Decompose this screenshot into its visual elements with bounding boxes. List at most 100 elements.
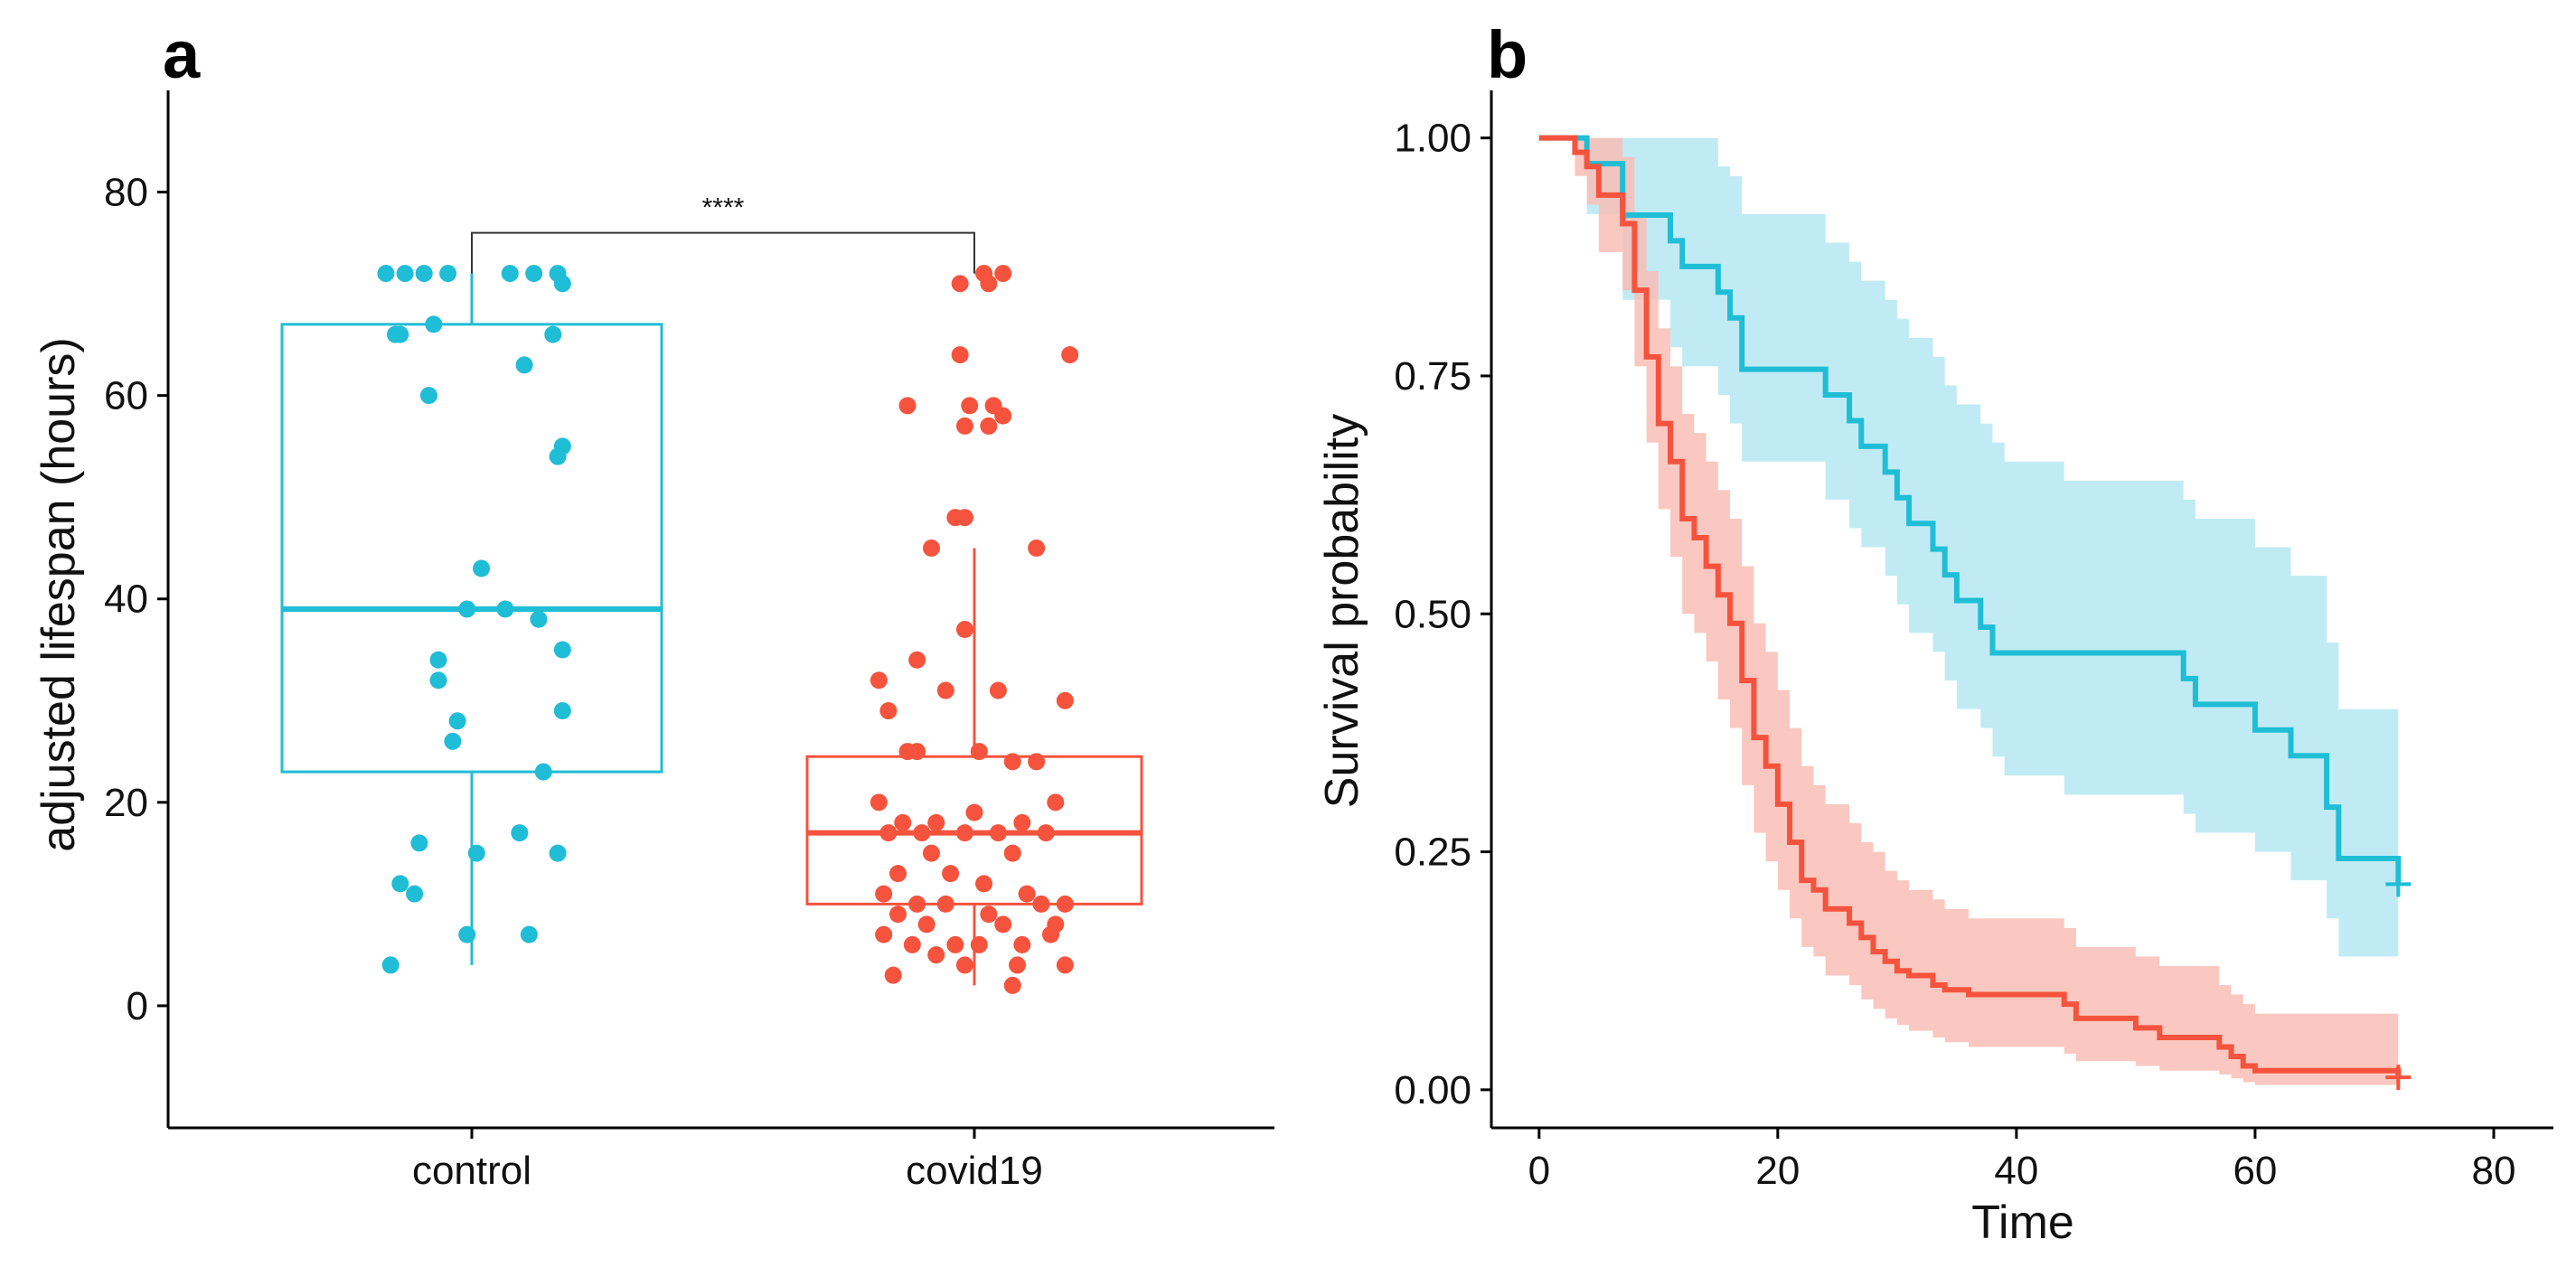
- data-point: [955, 956, 973, 974]
- data-point: [927, 813, 945, 831]
- y-tick-label: 0.50: [1394, 592, 1471, 636]
- y-tick-label: 0.75: [1394, 354, 1471, 399]
- data-point: [544, 325, 562, 343]
- x-tick-label: 60: [2233, 1149, 2277, 1193]
- data-point: [1042, 925, 1060, 943]
- data-point: [419, 387, 437, 405]
- data-point: [429, 651, 447, 669]
- data-point: [980, 417, 998, 435]
- data-point: [913, 824, 931, 842]
- panel-b-x-ticks: 0 20 40 60 80: [1528, 1128, 2516, 1193]
- data-point: [989, 824, 1007, 842]
- panel-a-y-ticks: 0 20 40 60 80: [104, 171, 168, 1028]
- data-point: [553, 641, 571, 659]
- data-point: [870, 793, 888, 812]
- data-point: [1056, 895, 1074, 913]
- y-tick-label: 60: [104, 374, 148, 418]
- data-point: [875, 925, 893, 943]
- data-point: [970, 935, 988, 953]
- censor-mark-control: [2385, 871, 2411, 897]
- data-point: [1037, 824, 1055, 842]
- significance-bracket-line: [471, 231, 975, 274]
- data-point: [922, 539, 940, 557]
- x-tick-label-control: control: [412, 1149, 531, 1193]
- data-point: [927, 946, 945, 964]
- data-point: [1003, 844, 1021, 862]
- data-point: [525, 265, 543, 283]
- panel-b-survival: b 0.00 0.25 0.50 0.75 1.00 0 20 40 60 80 Time Su…: [1316, 17, 2553, 1249]
- data-point: [396, 265, 414, 283]
- y-tick-label: 0: [127, 984, 148, 1028]
- x-tick-label: 40: [1994, 1149, 2038, 1193]
- data-point: [903, 935, 921, 953]
- data-point: [391, 875, 409, 893]
- data-point: [898, 397, 917, 415]
- data-point: [870, 671, 888, 690]
- x-tick-label: 0: [1528, 1149, 1550, 1193]
- significance-bracket: ****: [471, 193, 975, 274]
- data-point: [549, 844, 567, 862]
- data-point: [908, 651, 926, 669]
- data-point: [448, 712, 466, 730]
- data-point: [970, 743, 988, 761]
- panel-a-y-axis-title: adjusted lifespan (hours): [33, 337, 85, 851]
- data-point: [534, 763, 552, 781]
- data-point: [1013, 813, 1031, 831]
- data-point: [553, 275, 571, 293]
- significance-label: ****: [702, 193, 745, 223]
- confidence-band-covid19: [1538, 137, 2399, 1088]
- data-point: [989, 681, 1007, 699]
- panel-b-censor-marks: [2385, 871, 2411, 1091]
- data-point: [975, 875, 993, 893]
- data-point: [980, 906, 998, 924]
- panel-a-x-ticks: control covid19: [412, 1128, 1043, 1193]
- data-point: [1061, 346, 1079, 364]
- data-point: [946, 935, 964, 953]
- data-point: [942, 865, 960, 883]
- y-tick-label: 20: [104, 781, 148, 825]
- panel-a-label: a: [163, 17, 201, 92]
- data-point: [884, 966, 902, 984]
- panel-b-survival-lines: [1538, 135, 2402, 1078]
- data-point: [1013, 935, 1031, 953]
- data-point: [994, 265, 1012, 283]
- data-point: [955, 621, 973, 639]
- data-point: [391, 325, 409, 343]
- data-point: [936, 681, 954, 699]
- panel-a-points: [377, 265, 1079, 994]
- data-point: [553, 702, 571, 720]
- data-point: [1047, 793, 1065, 812]
- data-point: [458, 600, 476, 618]
- data-point: [917, 915, 935, 934]
- data-point: [955, 824, 973, 842]
- data-point: [549, 447, 567, 465]
- data-point: [1028, 753, 1046, 771]
- data-point: [473, 559, 491, 577]
- data-point: [439, 265, 457, 283]
- data-point: [1003, 976, 1021, 994]
- y-tick-label: 0.25: [1394, 831, 1471, 875]
- data-point: [511, 824, 529, 842]
- data-point: [515, 356, 533, 374]
- data-point: [410, 834, 428, 852]
- x-tick-label: 80: [2472, 1149, 2516, 1193]
- y-tick-label: 0.00: [1394, 1068, 1471, 1112]
- points-control: [377, 265, 571, 974]
- data-point: [955, 417, 973, 435]
- x-tick-label: 20: [1755, 1149, 1800, 1193]
- data-point: [965, 803, 983, 821]
- data-point: [922, 844, 940, 862]
- data-point: [520, 925, 538, 943]
- data-point: [1056, 956, 1074, 974]
- data-point: [1003, 753, 1021, 771]
- panel-a-boxplot: a 0 20 40 60 80 control covid19 adjusted life…: [33, 17, 1274, 1193]
- data-point: [994, 915, 1012, 934]
- data-point: [429, 671, 447, 690]
- panel-b-y-axis-title: Survival probability: [1316, 414, 1368, 808]
- data-point: [894, 813, 912, 831]
- panel-b-label: b: [1487, 17, 1528, 92]
- panel-b-confidence-bands: [1538, 137, 2399, 1088]
- data-point: [908, 895, 926, 913]
- data-point: [458, 925, 476, 943]
